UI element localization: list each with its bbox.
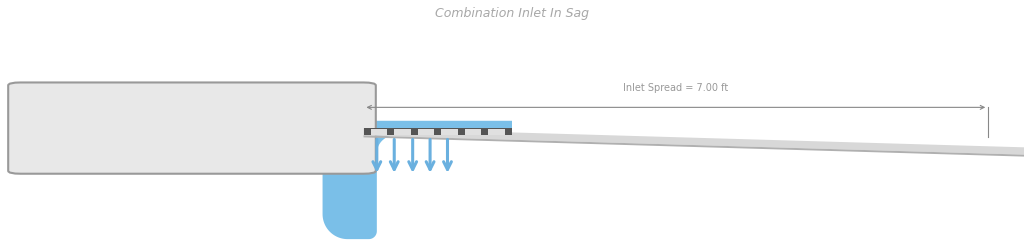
Polygon shape — [441, 129, 458, 135]
Polygon shape — [323, 121, 512, 239]
Polygon shape — [418, 129, 434, 135]
Polygon shape — [364, 128, 512, 135]
FancyBboxPatch shape — [8, 82, 376, 174]
Polygon shape — [364, 128, 1024, 155]
Text: Inlet Spread = 7.00 ft: Inlet Spread = 7.00 ft — [624, 83, 728, 93]
Polygon shape — [394, 129, 411, 135]
Polygon shape — [488, 129, 505, 135]
Polygon shape — [465, 129, 481, 135]
Text: Combination Inlet In Sag: Combination Inlet In Sag — [435, 7, 589, 20]
Polygon shape — [371, 129, 387, 135]
Polygon shape — [364, 135, 1024, 157]
